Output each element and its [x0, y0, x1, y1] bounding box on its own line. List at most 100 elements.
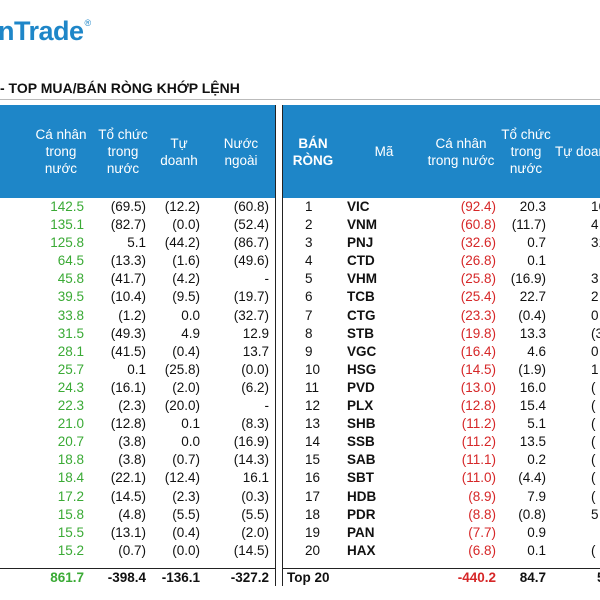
- header-net-sell: BÁN RÒNG: [292, 135, 334, 168]
- cell-individual: (19.8): [460, 325, 496, 341]
- cell-ticker: PAN: [347, 524, 375, 540]
- cell-institution: (16.1): [110, 379, 146, 395]
- cell-individual: (25.4): [460, 289, 496, 305]
- cell-individual: 39.5: [57, 289, 84, 305]
- cell-institution: (82.7): [110, 217, 146, 233]
- cell-institution: (22.1): [110, 470, 146, 486]
- cell-ticker: STB: [347, 325, 374, 341]
- cell-institution: 20.3: [519, 199, 546, 214]
- cell-rank: 15: [305, 452, 321, 468]
- cell-individual: 28.1: [57, 343, 84, 359]
- table-row: 5 VHM (25.8) (16.9) 3: [283, 270, 600, 288]
- table-row: 18 PDR (8.8) (0.8) 5: [283, 506, 600, 524]
- cell-proprietary: (4.2): [172, 271, 200, 287]
- net-buy-rows: 142.5 (69.5) (12.2) (60.8) 135.1 (82.7) (0.0) (…: [0, 198, 275, 560]
- cell-institution: (0.4): [518, 307, 546, 323]
- cell-foreign: (8.3): [241, 416, 269, 432]
- cell-individual: (92.4): [460, 199, 496, 214]
- header-proprietary: Tự doanh: [160, 135, 198, 168]
- cell-proprietary: (5.5): [172, 506, 200, 522]
- cell-institution: (49.3): [110, 325, 146, 341]
- cell-rank: 11: [305, 379, 320, 395]
- total-label: Top 20: [287, 570, 330, 585]
- cell-institution: (14.5): [110, 488, 146, 504]
- cell-institution: (41.7): [110, 271, 146, 287]
- cell-rank: 20: [305, 542, 321, 558]
- cell-proprietary: (: [591, 452, 596, 468]
- cell-foreign: (14.3): [233, 452, 269, 468]
- cell-individual: 135.1: [50, 217, 84, 233]
- cell-proprietary: (0.7): [172, 452, 200, 468]
- table-row: 19 PAN (7.7) 0.9: [283, 524, 600, 542]
- table-row: 9 VGC (16.4) 4.6 0: [283, 343, 600, 361]
- cell-individual: 21.0: [57, 416, 84, 432]
- cell-rank: 12: [305, 398, 321, 414]
- cell-foreign: (0.0): [241, 361, 269, 377]
- table-row: 142.5 (69.5) (12.2) (60.8): [0, 198, 275, 216]
- cell-institution: 16.0: [519, 379, 546, 395]
- header-proprietary: Tự doanh: [555, 144, 600, 159]
- cell-individual: (8.8): [468, 506, 496, 522]
- cell-foreign: (60.8): [233, 199, 269, 214]
- cell-individual: (12.8): [460, 398, 496, 414]
- table-row: 6 TCB (25.4) 22.7 2: [283, 288, 600, 306]
- cell-institution: (0.7): [118, 542, 146, 558]
- cell-rank: 4: [305, 253, 313, 269]
- cell-institution: (41.5): [110, 343, 146, 359]
- cell-institution: (11.7): [511, 217, 546, 233]
- total-individual: -440.2: [457, 570, 496, 585]
- table-row: 20 HAX (6.8) 0.1 (: [283, 542, 600, 560]
- cell-institution: 15.4: [519, 398, 546, 414]
- cell-individual: 33.8: [57, 307, 84, 323]
- cell-ticker: SAB: [347, 452, 376, 468]
- cell-foreign: (52.4): [233, 217, 269, 233]
- cell-individual: (11.1): [461, 452, 496, 468]
- table-row: 4 CTD (26.8) 0.1: [283, 252, 600, 270]
- net-buy-header: Cá nhân trong nước Tổ chức trong nước Tự…: [0, 105, 275, 198]
- cell-proprietary: 5: [591, 506, 599, 522]
- cell-foreign: 16.1: [242, 470, 269, 486]
- cell-individual: 15.8: [57, 506, 84, 522]
- cell-institution: (4.4): [518, 470, 546, 486]
- cell-proprietary: (0.4): [172, 343, 200, 359]
- logo-text: nTrade: [0, 16, 84, 46]
- cell-foreign: (86.7): [233, 235, 269, 251]
- cell-proprietary: (: [591, 488, 596, 504]
- table-row: 16 SBT (11.0) (4.4) (: [283, 469, 600, 487]
- cell-proprietary: (: [591, 416, 596, 432]
- cell-proprietary: (12.4): [164, 470, 200, 486]
- total-proprietary: 5: [597, 569, 600, 586]
- table-row: 28.1 (41.5) (0.4) 13.7: [0, 343, 275, 361]
- cell-proprietary: (3: [591, 325, 600, 341]
- brand-logo: nTrade®: [0, 16, 91, 47]
- cell-proprietary: (1.6): [172, 253, 200, 269]
- cell-proprietary: (: [591, 542, 596, 558]
- cell-individual: 25.7: [57, 361, 84, 377]
- table-row: 18.8 (3.8) (0.7) (14.3): [0, 451, 275, 469]
- net-sell-total-row: Top 20 -440.2 84.7 5: [283, 568, 600, 586]
- table-row: 13 SHB (11.2) 5.1 (: [283, 415, 600, 433]
- cell-proprietary: 1: [591, 361, 599, 377]
- cell-individual: 15.2: [57, 542, 84, 558]
- table-row: 22.3 (2.3) (20.0) -: [0, 397, 275, 415]
- table-row: 33.8 (1.2) 0.0 (32.7): [0, 307, 275, 325]
- cell-proprietary: (: [591, 398, 596, 414]
- total-individual: 861.7: [50, 570, 84, 585]
- cell-ticker: PVD: [347, 379, 375, 395]
- cell-foreign: (14.5): [233, 542, 269, 558]
- table-row: 15.5 (13.1) (0.4) (2.0): [0, 524, 275, 542]
- cell-individual: 125.8: [50, 235, 84, 251]
- cell-proprietary: 3: [591, 271, 599, 287]
- cell-individual: (6.8): [468, 542, 496, 558]
- table-row: 11 PVD (13.0) 16.0 (: [283, 379, 600, 397]
- cell-foreign: 13.7: [242, 343, 269, 359]
- cell-ticker: HSG: [347, 361, 377, 377]
- cell-proprietary: (2.0): [172, 379, 200, 395]
- cell-individual: 22.3: [57, 398, 84, 414]
- cell-institution: (12.8): [110, 416, 146, 432]
- cell-foreign: (0.3): [241, 488, 269, 504]
- cell-individual: (11.0): [461, 470, 496, 486]
- cell-foreign: (2.0): [241, 524, 269, 540]
- cell-individual: 142.5: [50, 199, 84, 214]
- cell-ticker: VNM: [347, 217, 377, 233]
